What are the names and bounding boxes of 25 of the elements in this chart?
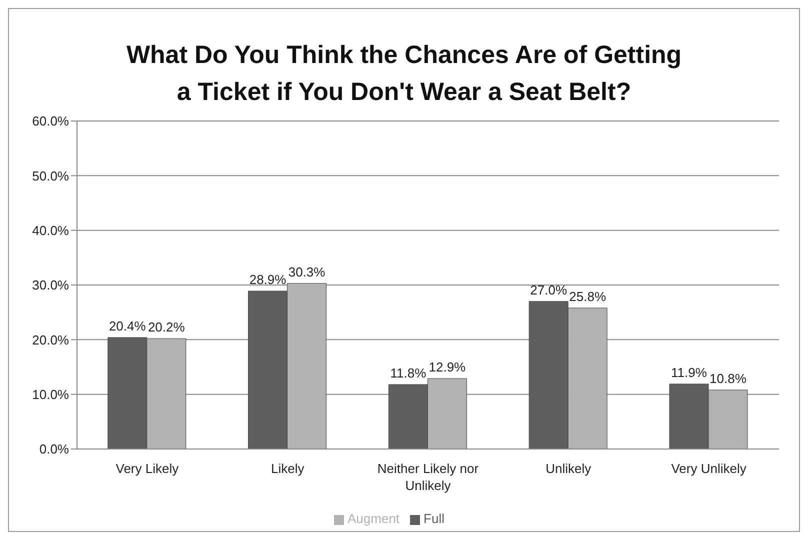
data-label: 12.9% [428, 359, 466, 374]
y-tick-label: 20.0% [32, 332, 70, 348]
x-tick-label: Unlikely [546, 461, 592, 476]
legend-label: Full [424, 511, 444, 526]
data-label: 30.3% [288, 264, 326, 280]
x-tick-label: Very Unlikely [671, 461, 747, 476]
data-label: 11.8% [390, 365, 427, 380]
data-label: 20.2% [148, 320, 186, 335]
y-tick-label: 30.0% [32, 278, 70, 293]
data-label: 25.8% [569, 288, 606, 304]
data-label: 11.9% [671, 364, 708, 380]
chart-title: What Do You Think the Chances Are of Getting a Ticket if You Don't Wear a Seat Belt? [125, 40, 683, 108]
data-label: 10.8% [710, 370, 747, 386]
x-tick-label: Likely [270, 461, 305, 476]
data-label: 20.4% [108, 318, 146, 334]
y-tick-label: 50.0% [32, 168, 70, 184]
x-tick-label: Very Likely [116, 461, 180, 476]
x-tick-label: Neither Likely nor Unlikely [377, 461, 480, 493]
y-tick-label: 0.0% [39, 442, 70, 457]
y-tick-label: 40.0% [32, 222, 70, 238]
legend-label: Augment [348, 511, 400, 526]
data-label: 27.0% [530, 282, 568, 298]
y-tick-label: 10.0% [32, 386, 70, 402]
y-tick-label: 60.0% [32, 114, 70, 129]
data-label: 28.9% [249, 272, 287, 288]
